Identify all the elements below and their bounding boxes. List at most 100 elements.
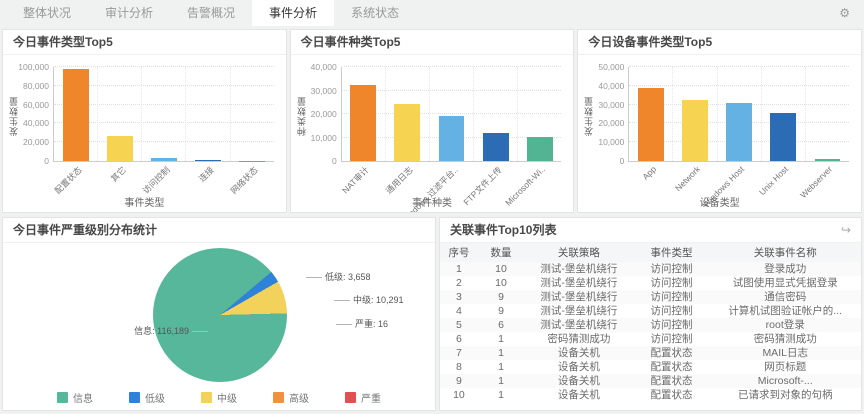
gridline — [54, 66, 274, 67]
table-cell: 测试-堡垒机绕行 — [540, 263, 618, 275]
table-row[interactable]: 2 10 测试-堡垒机绕行 访问控制 试图使用显式凭据登录 — [440, 276, 861, 290]
pie-label-mid: 中级: 10,291 — [334, 295, 404, 305]
panel-event-kind-top5: 今日事件种类Top5 0 10,000 20,000 30,000 40,000 NAT审… — [289, 29, 575, 213]
tab-系统状态[interactable]: 系统状态 — [351, 6, 400, 20]
y-axis-title: 发生数量 — [584, 95, 595, 136]
pie-graphic[interactable] — [153, 248, 287, 382]
gridline — [341, 66, 562, 67]
legend-item-低级[interactable]: 低级 — [129, 390, 165, 405]
export-arrow-icon[interactable]: ↪ — [840, 223, 851, 237]
table-row[interactable]: 8 1 设备关机 配置状态 网页标题 — [440, 360, 861, 374]
category-slot: 通用日志 — [384, 67, 430, 196]
panel-title: 今日事件类型Top5 — [3, 30, 286, 55]
bar-通用日志[interactable] — [394, 103, 421, 161]
table-row[interactable]: 7 1 设备关机 配置状态 MAIL日志 — [440, 346, 861, 360]
legend-item-中级[interactable]: 中级 — [201, 390, 237, 405]
table-row[interactable]: 5 6 测试-堡垒机绕行 访问控制 root登录 — [440, 318, 861, 332]
table-cell: 9 — [498, 305, 504, 317]
y-axis-title: 种类数量 — [296, 95, 307, 136]
bar-NAT审计[interactable] — [350, 85, 377, 161]
y-axis-tick: 20,000 — [310, 109, 337, 119]
bar-连接[interactable] — [195, 159, 221, 161]
table-cell: 4 — [456, 305, 462, 317]
table-cell: 1 — [498, 375, 504, 387]
x-axis-title: 事件种类 — [412, 198, 452, 209]
category-slot: Unix Host — [757, 67, 806, 197]
category-slot: 访问控制 — [140, 67, 187, 196]
bars: App Network Windows Host Unix Host Webserver — [629, 67, 849, 209]
bar-FTP文件上传[interactable] — [482, 133, 509, 161]
table-cell: 3 — [456, 291, 462, 303]
bar-chart-event-type: 0 20,000 40,000 60,000 80,000 100,000 配置状态 其它 访问… — [3, 55, 286, 212]
bar-配置状态[interactable] — [62, 68, 89, 161]
legend-swatch — [57, 391, 68, 403]
tab-事件分析[interactable]: 事件分析 — [252, 0, 335, 26]
legend-item-严重[interactable]: 严重 — [345, 390, 381, 405]
plot-area: 0 10,000 20,000 30,000 40,000 NAT审计 通用日志 Window… — [311, 62, 562, 212]
x-axis-label: App — [640, 164, 658, 182]
category-slot: Microsoft-Wi.. — [503, 67, 561, 208]
legend-swatch — [273, 391, 284, 403]
tab-告警概况[interactable]: 告警概况 — [187, 6, 236, 20]
bar-chart-device-type: 0 10,000 20,000 30,000 40,000 50,000 App Networ… — [578, 55, 861, 212]
bar-访问控制[interactable] — [150, 158, 177, 161]
x-axis-label: 连接 — [196, 164, 216, 184]
gear-icon[interactable]: ⚙ — [839, 6, 850, 20]
tab-整体状况[interactable]: 整体状况 — [23, 6, 72, 20]
table-cell: 测试-堡垒机绕行 — [540, 305, 618, 317]
bar-Unix Host[interactable] — [770, 113, 797, 161]
column-header: 数量 — [477, 243, 525, 262]
x-axis-label: 其它 — [108, 164, 128, 184]
bar-Network[interactable] — [682, 100, 708, 161]
table-cell: 10 — [453, 389, 465, 401]
bar-Webserver[interactable] — [814, 159, 841, 161]
table-row[interactable]: 1 10 测试-堡垒机绕行 访问控制 登录成功 — [440, 262, 861, 276]
table-cell: 1 — [498, 361, 504, 373]
category-slot: Webserver — [799, 67, 849, 200]
x-axis-label: Network — [672, 164, 703, 194]
legend-item-高级[interactable]: 高级 — [273, 390, 309, 405]
y-axis-tick: 0 — [619, 156, 625, 166]
bar-Windows Host[interactable] — [726, 102, 753, 161]
legend-swatch — [129, 391, 140, 403]
y-axis-tick: 20,000 — [598, 118, 625, 129]
column-header: 关联事件名称 — [709, 243, 861, 262]
y-axis-tick: 10,000 — [310, 132, 337, 143]
bar-其它[interactable] — [106, 135, 133, 161]
top-tab-bar: 整体状况 审计分析 告警概况 事件分析 系统状态 ⚙ — [0, 0, 864, 26]
table-row[interactable]: 10 1 设备关机 配置状态 已请求到对象的句柄 — [440, 388, 861, 402]
table-cell: 10 — [495, 277, 507, 289]
table-row[interactable]: 4 9 测试-堡垒机绕行 访问控制 计算机试图验证帐户的... — [440, 304, 861, 318]
bar-Microsoft-Wi..[interactable] — [526, 137, 553, 161]
gridline — [54, 84, 274, 86]
table-cell: 9 — [456, 375, 462, 387]
table-header: 序号 数量 关联策略 事件类型 关联事件名称 — [440, 243, 861, 262]
table-cell: 5 — [456, 319, 462, 331]
table-row[interactable]: 3 9 测试-堡垒机绕行 访问控制 通信密码 — [440, 290, 861, 304]
x-axis-title: 设备类型 — [699, 198, 740, 209]
table-cell: 1 — [498, 347, 504, 359]
plot-area: 0 20,000 40,000 60,000 80,000 100,000 配置状态 其它 访问… — [18, 62, 274, 196]
table-row[interactable]: 9 1 设备关机 配置状态 Microsoft-... — [440, 374, 861, 388]
bars: NAT审计 通用日志 Windows 过滤平台.. FTP文件上传 Microsoft-… — [340, 67, 562, 212]
legend-item-信息[interactable]: 信息 — [57, 390, 93, 405]
legend-swatch — [201, 391, 212, 403]
y-axis-tick: 20,000 — [23, 137, 49, 148]
bar-App[interactable] — [637, 88, 664, 161]
table-cell: 密码猜测成功 — [753, 333, 817, 345]
table-row[interactable]: 6 1 密码猜测成功 访问控制 密码猜测成功 — [440, 332, 861, 346]
y-axis-tick: 40,000 — [310, 62, 337, 72]
panel-title-text: 今日事件类型Top5 — [13, 35, 113, 49]
gridline — [341, 89, 562, 91]
bar-Windows 过滤平台..[interactable] — [438, 115, 465, 161]
legend-label: 严重 — [361, 393, 381, 405]
category-slot: Windows 过滤平台.. — [399, 67, 475, 212]
table-cell: 测试-堡垒机绕行 — [540, 291, 618, 303]
table-cell: 访问控制 — [650, 291, 693, 303]
legend-swatch — [345, 391, 356, 403]
panel-title-text: 今日事件严重级别分布统计 — [13, 223, 158, 237]
legend-label: 低级 — [145, 393, 165, 405]
bar-chart-event-kind: 0 10,000 20,000 30,000 40,000 NAT审计 通用日志 Window… — [291, 55, 574, 212]
tab-审计分析[interactable]: 审计分析 — [105, 6, 154, 20]
table-cell: 访问控制 — [650, 305, 693, 317]
